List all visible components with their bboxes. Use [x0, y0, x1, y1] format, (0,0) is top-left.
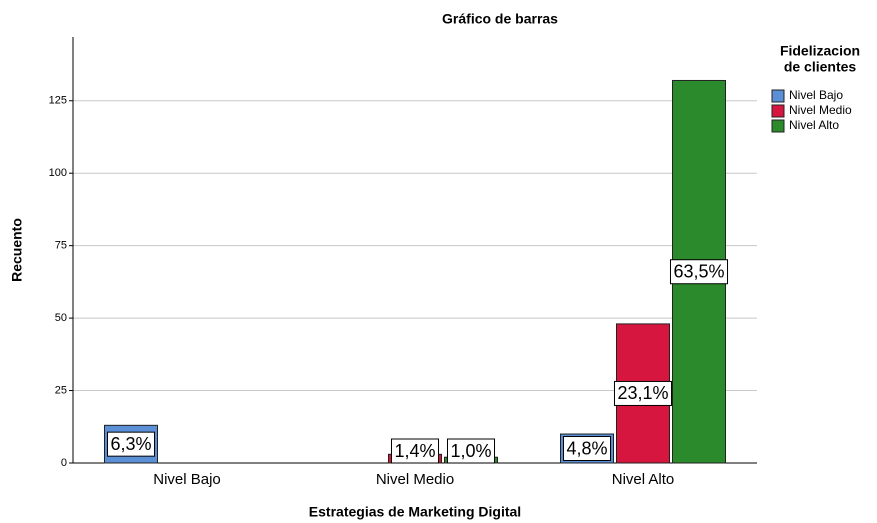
legend-swatch	[771, 104, 785, 118]
y-axis-label: Recuento	[9, 218, 25, 282]
value-label-box	[390, 438, 440, 464]
legend-swatch	[771, 89, 785, 103]
value-label: 4,8%	[566, 438, 607, 458]
x-tick-label: Nivel Bajo	[153, 471, 221, 488]
x-tick-label: Nivel Medio	[376, 471, 454, 488]
y-tick-label: 50	[55, 312, 67, 324]
value-label-box	[446, 438, 496, 464]
value-label: 23,1%	[617, 383, 668, 403]
y-tick-label: 25	[55, 384, 67, 396]
y-tick-label: 0	[61, 457, 67, 469]
chart-title: Gráfico de barras	[442, 11, 558, 27]
value-label: 6,3%	[110, 434, 151, 454]
value-label-box	[562, 436, 612, 462]
value-label: 1,0%	[450, 441, 491, 461]
value-label-box	[106, 431, 156, 457]
value-label: 63,5%	[673, 261, 724, 281]
value-label-box	[613, 380, 673, 406]
x-axis-label: Estrategias de Marketing Digital	[309, 504, 521, 520]
x-tick-label: Nivel Alto	[612, 471, 675, 488]
legend-title: de clientes	[784, 59, 857, 75]
legend-label: Nivel Bajo	[789, 88, 843, 102]
y-tick-label: 125	[49, 95, 67, 107]
y-tick-label: 100	[49, 167, 67, 179]
legend-label: Nivel Alto	[789, 118, 839, 132]
value-label: 1,4%	[394, 441, 435, 461]
legend-label: Nivel Medio	[789, 103, 852, 117]
legend-swatch	[771, 119, 785, 133]
value-label-box	[669, 259, 729, 285]
y-tick-label: 75	[55, 240, 67, 252]
legend-title: Fidelizacion	[780, 43, 860, 59]
